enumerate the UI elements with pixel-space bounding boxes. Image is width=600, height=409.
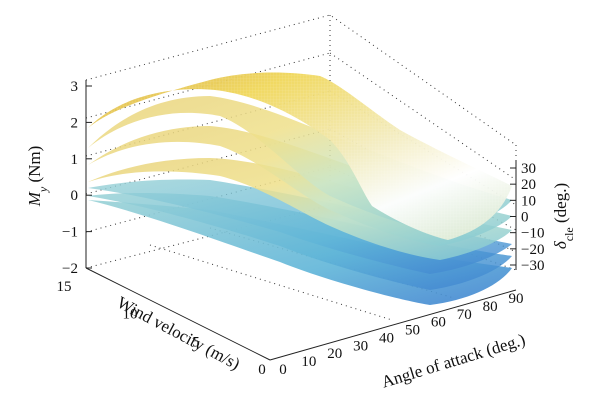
z-tick-label: −2	[62, 261, 78, 277]
x-tick-label: 20	[327, 346, 342, 362]
y-tick-label: 5	[192, 334, 200, 350]
y-tick-label: 0	[258, 362, 266, 378]
x-tick-label: 70	[457, 307, 472, 323]
deflection-tick-label: −30	[521, 258, 544, 274]
deflection-axis-title: δcle (deg.)	[551, 183, 576, 249]
deflection-tick-label: 30	[521, 161, 536, 177]
surface-stack	[88, 72, 512, 305]
x-tick-label: 30	[353, 338, 368, 354]
deflection-tick-label: −20	[521, 242, 544, 258]
deflection-tick-label: 0	[521, 210, 529, 226]
z-axis-title: My (Nm)	[25, 146, 50, 208]
z-tick-label: 2	[71, 115, 79, 131]
y-axis-ticks: 0 5 10 15	[57, 279, 266, 378]
front-axes	[85, 80, 517, 361]
y-tick-label: 15	[57, 279, 72, 295]
deflection-tick-label: −10	[521, 226, 544, 242]
z-tick-label: 3	[71, 79, 79, 95]
x-tick-label: 60	[431, 315, 446, 331]
surface-mesh	[88, 72, 512, 240]
y-tick-label: 10	[123, 307, 138, 323]
x-tick-label: 10	[301, 354, 316, 370]
x-tick-label: 90	[509, 291, 524, 307]
z-tick-label: 1	[71, 152, 79, 168]
deflection-tick-label: 10	[521, 193, 536, 209]
z-axis-ticks: 3 2 1 0 −1 −2	[62, 79, 92, 277]
x-tick-label: 40	[379, 330, 394, 346]
x-tick-label: 0	[279, 362, 287, 378]
x-tick-label: 80	[483, 299, 498, 315]
x-axis-ticks: 0 10 20 30 40 50 60 70 80 90	[279, 291, 523, 378]
deflection-tick-label: 20	[521, 177, 536, 193]
z-tick-label: −1	[62, 225, 78, 241]
x-tick-label: 50	[405, 323, 420, 339]
z-tick-label: 0	[71, 188, 79, 204]
y-axis-title: Wind velocity (m/s)	[114, 293, 243, 374]
x-axis-title: Angle of attack (deg.)	[379, 330, 527, 392]
